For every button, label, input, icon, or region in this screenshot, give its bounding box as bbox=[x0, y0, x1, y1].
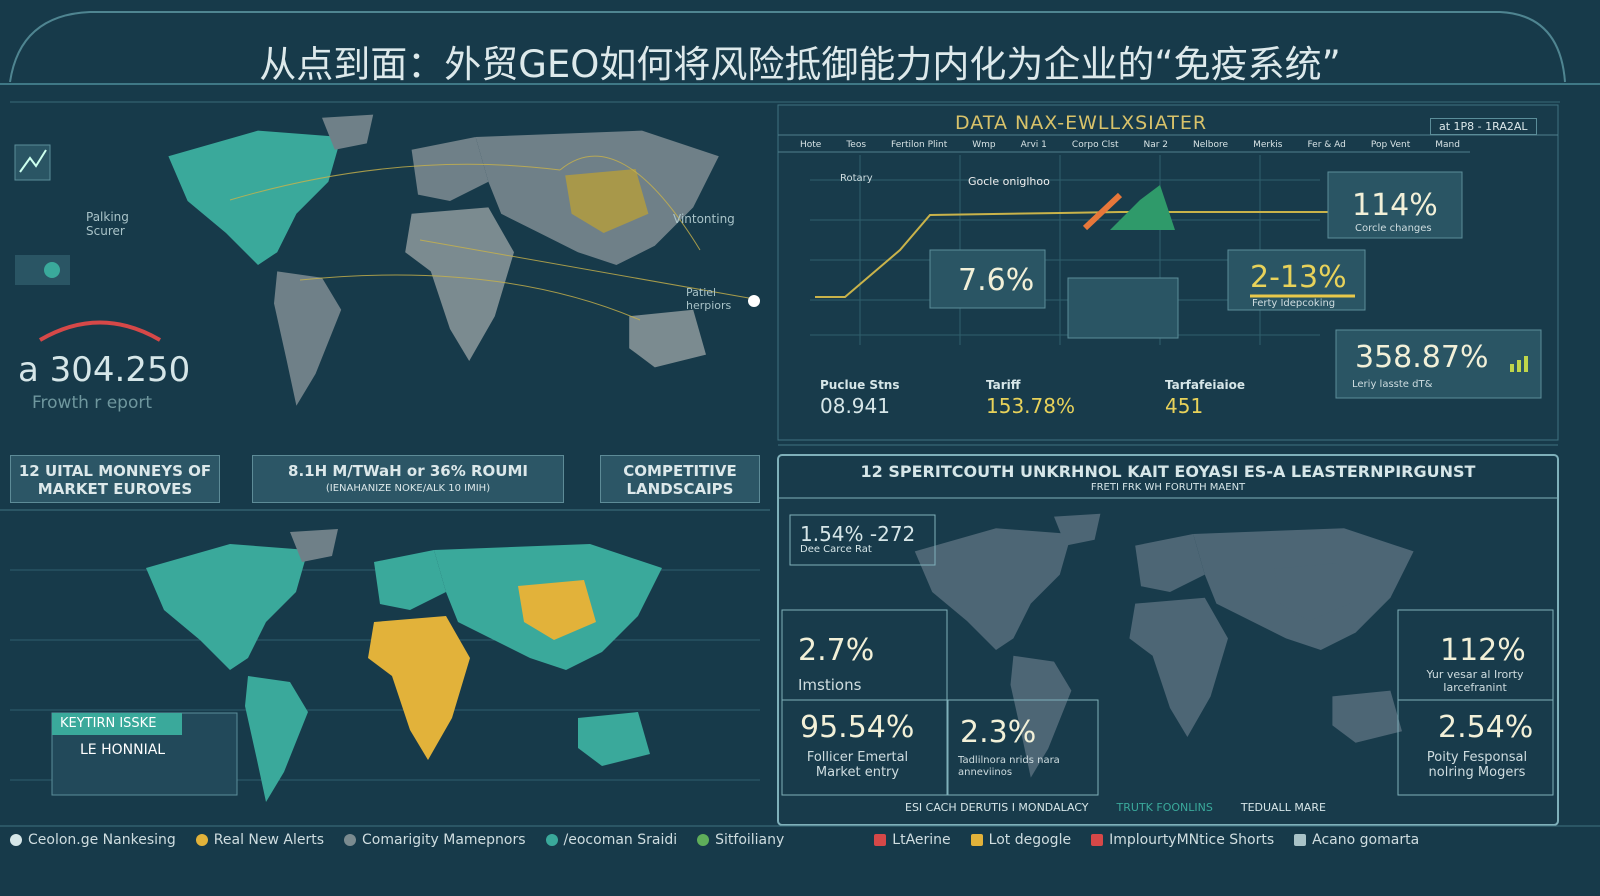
footer-item: ESI CACH DERUTIS I MONDALACY bbox=[905, 801, 1089, 814]
stat-value: 358.87% bbox=[1355, 340, 1489, 375]
panel-footer: ESI CACH DERUTIS I MONDALACY TRUTK FOONL… bbox=[905, 801, 1326, 814]
legend-label: Ceolon.ge Nankesing bbox=[28, 832, 176, 848]
stat-label: Dee Carce Rat bbox=[800, 544, 872, 555]
map-label: Palking Scurer bbox=[86, 210, 129, 238]
legend-item: ImplourtyMNtice Shorts bbox=[1091, 832, 1274, 848]
legend-marker bbox=[344, 834, 357, 846]
map-label: Vintonting bbox=[673, 212, 735, 226]
tab[interactable]: Pop Vent bbox=[1370, 140, 1411, 150]
range-label: at 1P8 - 1RA2AL bbox=[1430, 118, 1537, 135]
stat-label: Corcle changes bbox=[1355, 223, 1432, 234]
button[interactable]: COMPETITIVE LANDSCAIPS bbox=[600, 455, 760, 503]
tab[interactable]: Nelbore bbox=[1193, 140, 1229, 150]
panel-subtitle: FRETI FRK WH FORUTH MAENT bbox=[1090, 482, 1246, 493]
tab[interactable]: Arvi 1 bbox=[1020, 140, 1047, 150]
tab[interactable]: Teos bbox=[846, 140, 867, 150]
legend-marker bbox=[10, 834, 22, 846]
stat-label: Follicer Emertal Market entry bbox=[806, 750, 909, 780]
legend-marker bbox=[1091, 834, 1104, 846]
stat-value: 451 bbox=[1165, 394, 1204, 418]
stat-label: Poity Fesponsal nolring Mogers bbox=[1426, 750, 1528, 780]
stat-value: 153.78% bbox=[986, 394, 1075, 418]
tab[interactable]: Corpo Clst bbox=[1071, 140, 1119, 150]
stat-value: 95.54% bbox=[800, 710, 915, 745]
stat-label: Tarfafeiaioe bbox=[1165, 378, 1246, 392]
stat-label: Puclue Stns bbox=[820, 378, 900, 392]
button-text: 8.1H M/TWaH or 36% ROUMI bbox=[288, 462, 528, 480]
legend-marker bbox=[697, 834, 710, 846]
stat-value: 7.6% bbox=[958, 263, 1035, 298]
legend-label: /eocoman Sraidi bbox=[563, 832, 678, 848]
stat-value: 08.941 bbox=[820, 394, 890, 418]
legend-item: Acano gomarta bbox=[1294, 832, 1419, 848]
stat-value: 2.3% bbox=[960, 715, 1037, 750]
legend-label: ImplourtyMNtice Shorts bbox=[1109, 832, 1275, 848]
legend-label: Real New Alerts bbox=[213, 832, 325, 848]
tab[interactable]: Nar 2 bbox=[1143, 140, 1169, 150]
button[interactable]: 8.1H M/TWaH or 36% ROUMI (IENAHANIZE NOKE… bbox=[252, 455, 564, 503]
button-subtext: (IENAHANIZE NOKE/ALK 10 IMIH) bbox=[325, 483, 491, 494]
legend-label: Lot degogle bbox=[988, 832, 1072, 848]
legend-label: LtAerine bbox=[892, 832, 951, 848]
gauge-value: a 304.250 bbox=[18, 350, 191, 390]
stat-label: Yur vesar al Irorty Iarcefranint bbox=[1426, 668, 1524, 694]
tab[interactable]: Merkis bbox=[1253, 140, 1283, 150]
stat-label: Ferty Idepcoking bbox=[1252, 298, 1336, 309]
legend-item: Lot degogle bbox=[970, 832, 1072, 848]
legend: Ceolon.ge Nankesing Real New Alerts Comari… bbox=[10, 832, 1590, 848]
box-item: LE HONNIAL bbox=[80, 742, 166, 758]
panel-title: 12 SPERITCOUTH UNKRHNOL KAIT EOYASI ES-A… bbox=[860, 462, 1476, 481]
chart-annotation: Rotary bbox=[840, 173, 873, 184]
chart-annotation: Gocle oniglhoo bbox=[968, 175, 1050, 188]
footer-item: TRUTK FOONLINS bbox=[1116, 801, 1213, 814]
legend-marker bbox=[1294, 834, 1307, 846]
legend-item: Ceolon.ge Nankesing bbox=[10, 832, 176, 848]
stat-value: 2-13% bbox=[1250, 260, 1347, 295]
legend-item: LtAerine bbox=[874, 832, 951, 848]
legend-label: Acano gomarta bbox=[1312, 832, 1420, 848]
page-title: 从点到面：外贸GEO如何将风险抵御能力内化为企业的“免疫系统” bbox=[259, 43, 1341, 86]
box-title: KEYTIRN ISSKE bbox=[60, 716, 157, 731]
stat-label: Imstions bbox=[798, 676, 862, 694]
map-label: Patiel herpiors bbox=[686, 286, 732, 312]
legend-marker bbox=[195, 834, 208, 846]
legend-label: Comarigity Mamepnors bbox=[362, 832, 526, 848]
stat-label: Leriy lasste dT& bbox=[1352, 379, 1433, 390]
legend-item: Comarigity Mamepnors bbox=[344, 832, 526, 848]
stat-value: 1.54% -272 bbox=[800, 522, 916, 546]
gauge-label: Frowth r eport bbox=[32, 393, 153, 413]
footer-item: TEDUALL MARE bbox=[1240, 801, 1326, 814]
stat-value: 2.54% bbox=[1438, 710, 1534, 745]
legend-item: /eocoman Sraidi bbox=[545, 832, 678, 848]
button[interactable]: 12 UITAL MONNEYS OF MARKET EUROVES bbox=[10, 455, 220, 503]
tab[interactable]: Hote bbox=[800, 140, 822, 150]
legend-label: Sitfoiliany bbox=[715, 832, 785, 848]
stat-label: Tadlilnora nrids nara anneviinos bbox=[958, 755, 1060, 778]
stat-value: 2.7% bbox=[798, 633, 875, 668]
legend-marker bbox=[874, 834, 887, 846]
tab[interactable]: Fertilon Plint bbox=[891, 140, 948, 150]
legend-item: Sitfoiliany bbox=[697, 832, 784, 848]
tab[interactable]: Mand bbox=[1435, 140, 1460, 150]
stat-label: Tariff bbox=[986, 378, 1021, 392]
legend-marker bbox=[545, 834, 558, 846]
stat-value: 114% bbox=[1352, 188, 1438, 223]
legend-item: Real New Alerts bbox=[195, 832, 325, 848]
panel-title: DATA NAX-EWLLXSIATER bbox=[955, 112, 1208, 134]
tab[interactable]: Fer & Ad bbox=[1307, 140, 1346, 150]
stat-value: 112% bbox=[1440, 633, 1526, 668]
legend-marker bbox=[970, 834, 983, 846]
tab[interactable]: Wmp bbox=[972, 140, 996, 150]
tab-row: Hote Teos Fertilon Plint Wmp Arvi 1 Corpo Cls… bbox=[800, 140, 1460, 150]
